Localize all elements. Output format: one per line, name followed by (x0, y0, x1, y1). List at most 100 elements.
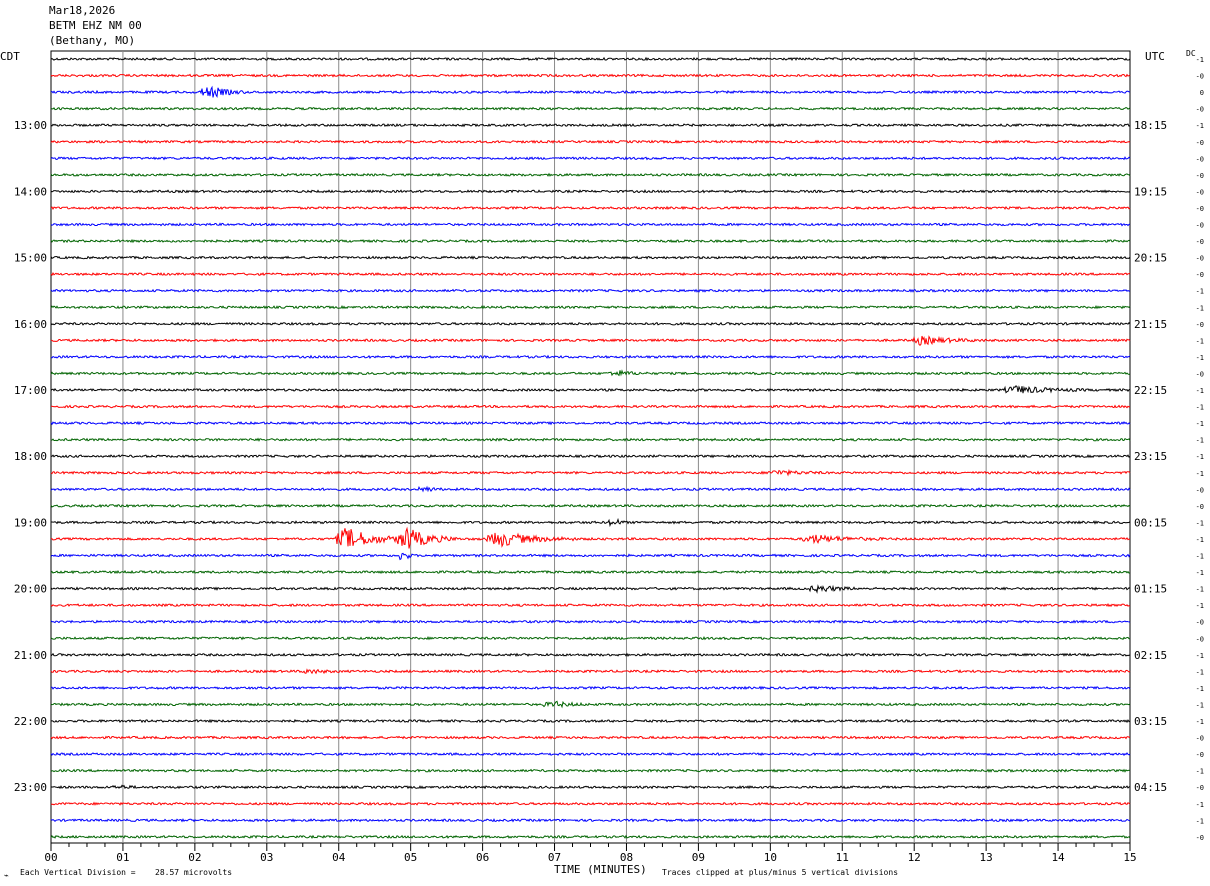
right-hour-label: 21:15 (1134, 318, 1167, 331)
x-tick-label-09: 09 (692, 851, 705, 864)
dc-offset-label: -0 (1196, 834, 1204, 842)
trace-16 (50, 321, 1131, 326)
trace-22 (50, 420, 1131, 426)
trace-11 (50, 238, 1131, 244)
dc-offset-label: -1 (1196, 288, 1204, 296)
x-tick-label-12: 12 (908, 851, 921, 864)
dc-offset-label: -1 (1196, 122, 1204, 130)
right-hour-label: 04:15 (1134, 781, 1167, 794)
dc-offset-label: -1 (1196, 701, 1204, 709)
trace-24 (50, 454, 1131, 459)
trace-23 (51, 437, 1131, 442)
trace-14 (50, 288, 1131, 293)
trace-28 (51, 517, 1131, 528)
trace-31 (50, 569, 1131, 575)
dc-offset-label: -0 (1196, 205, 1204, 213)
trace-9 (50, 205, 1131, 211)
left-hour-label: 18:00 (14, 450, 47, 463)
dc-offset-label: -0 (1196, 486, 1204, 494)
trace-44 (50, 784, 1131, 790)
x-tick-label-05: 05 (404, 851, 417, 864)
trace-40 (50, 718, 1131, 724)
dc-offset-label: -0 (1196, 635, 1204, 643)
trace-43 (50, 768, 1131, 773)
dc-offset-label: -1 (1196, 602, 1204, 610)
dc-offset-label: -0 (1196, 271, 1204, 279)
trace-15 (50, 305, 1131, 310)
dc-offset-label: -1 (1196, 337, 1204, 345)
trace-25 (50, 468, 1131, 477)
dc-offset-label: -0 (1196, 73, 1204, 81)
dc-offset-label: -1 (1196, 569, 1204, 577)
trace-26 (50, 485, 1131, 493)
x-tick-label-00: 00 (44, 851, 57, 864)
right-hour-label: 02:15 (1134, 649, 1167, 662)
corner-glyph: ⌁ (4, 871, 9, 880)
left-hour-label: 15:00 (14, 252, 47, 265)
dc-offset-label: -1 (1196, 420, 1204, 428)
trace-46 (50, 818, 1131, 823)
dc-offset-label: -1 (1196, 387, 1204, 395)
dc-offset-label: -1 (1196, 404, 1204, 412)
dc-offset-label: -0 (1196, 370, 1204, 378)
x-tick-label-06: 06 (476, 851, 489, 864)
trace-3 (50, 106, 1131, 111)
trace-0 (50, 56, 1131, 62)
trace-47 (50, 834, 1131, 839)
dc-header-label: DC (1186, 49, 1196, 58)
left-hour-label: 22:00 (14, 715, 47, 728)
dc-offset-label: -1 (1196, 470, 1204, 478)
trace-36 (50, 652, 1131, 657)
trace-1 (50, 73, 1131, 78)
dc-offset-label: -0 (1196, 503, 1204, 511)
dc-offset-label: -0 (1196, 255, 1204, 263)
left-timezone-label: CDT (0, 50, 20, 63)
x-tick-label-01: 01 (116, 851, 129, 864)
left-hour-label: 21:00 (14, 649, 47, 662)
dc-offset-label: -1 (1196, 817, 1204, 825)
scale-value: 28.57 microvolts (155, 868, 233, 877)
left-hour-label: 16:00 (14, 318, 47, 331)
dc-offset-label: -1 (1196, 718, 1204, 726)
right-hour-label: 03:15 (1134, 715, 1167, 728)
trace-18 (50, 354, 1131, 360)
dc-offset-label: -1 (1196, 652, 1204, 660)
trace-39 (50, 700, 1131, 709)
plot-frame (50, 50, 1131, 844)
left-hour-label: 20:00 (14, 583, 47, 596)
trace-34 (50, 619, 1131, 624)
trace-2 (50, 85, 1131, 98)
dc-offset-label: -1 (1196, 354, 1204, 362)
dc-offset-label: -0 (1196, 222, 1204, 230)
x-tick-label-08: 08 (620, 851, 633, 864)
station-label: BETM EHZ NM 00 (49, 19, 142, 32)
dc-offset-label: -1 (1196, 304, 1204, 312)
left-hour-label: 17:00 (14, 384, 47, 397)
x-tick-label-11: 11 (836, 851, 849, 864)
dc-offset-label: 0 (1200, 89, 1204, 97)
dc-offset-label: -1 (1196, 586, 1204, 594)
trace-37 (50, 668, 1131, 675)
trace-45 (50, 801, 1131, 806)
trace-4 (50, 122, 1131, 128)
dc-offset-label: -1 (1196, 768, 1204, 776)
dc-offset-label: -1 (1196, 801, 1204, 809)
date-label: Mar18,2026 (49, 4, 116, 17)
dc-offset-label: -1 (1196, 553, 1204, 561)
dc-offset-label: -0 (1196, 155, 1204, 163)
dc-offset-label: -0 (1196, 619, 1204, 627)
dc-offset-label: -0 (1196, 238, 1204, 246)
dc-offset-label: -0 (1196, 106, 1204, 114)
trace-32 (50, 584, 1131, 594)
left-hour-label: 13:00 (14, 119, 47, 132)
dc-offset-label: -0 (1196, 188, 1204, 196)
x-tick-label-15: 15 (1123, 851, 1136, 864)
clip-note: Traces clipped at plus/minus 5 vertical … (662, 868, 899, 877)
dc-offset-label: -1 (1196, 668, 1204, 676)
dc-offset-label: -1 (1196, 437, 1204, 445)
x-tick-label-13: 13 (980, 851, 993, 864)
trace-30 (50, 552, 1131, 561)
trace-38 (50, 685, 1131, 691)
trace-10 (50, 222, 1131, 227)
dc-offset-label: -0 (1196, 735, 1204, 743)
